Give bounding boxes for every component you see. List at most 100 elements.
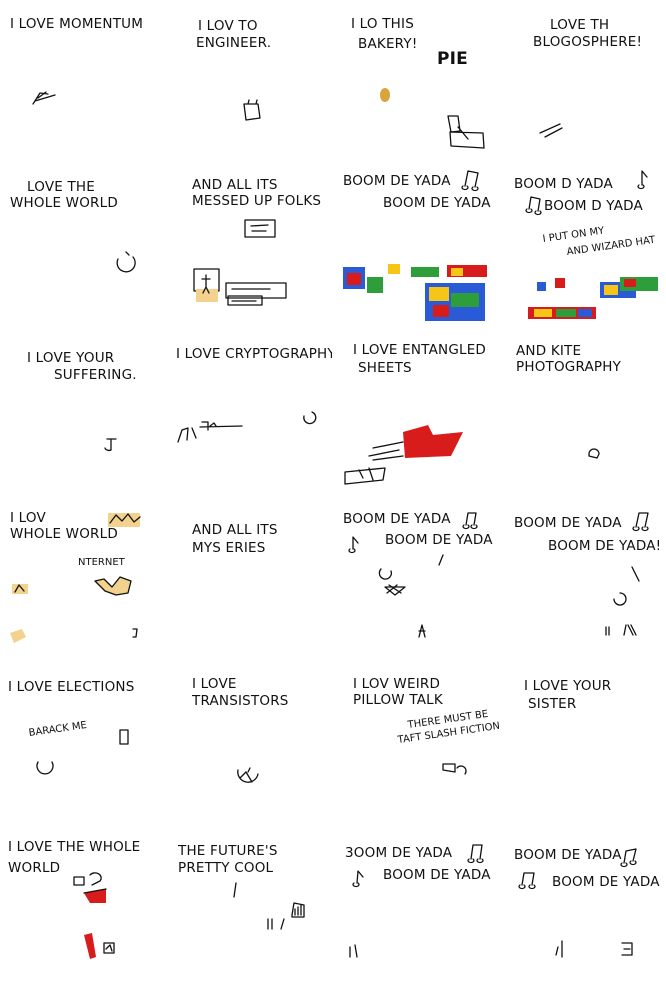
panel-text: TRANSISTORS xyxy=(192,693,289,709)
music-note-icon xyxy=(348,536,359,554)
double-music-note-icon xyxy=(525,196,542,216)
stick-figure-drawing xyxy=(104,438,117,452)
ballot-drawing xyxy=(36,729,129,775)
panel-text: MYS ERIES xyxy=(192,540,266,556)
sheets-drawing xyxy=(344,425,463,485)
stick-figure-drawing xyxy=(32,91,56,105)
panel-text: LOVE TH xyxy=(550,17,610,33)
panel-text: I LOVE xyxy=(192,676,237,692)
transistor-drawing xyxy=(237,767,259,783)
panel-text: NTERNET xyxy=(78,557,125,568)
panel-text: PRETTY COOL xyxy=(178,860,274,876)
panel-text: BOOM DE YADA xyxy=(514,515,622,531)
globe-drawing xyxy=(73,872,115,959)
panel-text: ENGINEER. xyxy=(196,35,272,51)
panel-text: I LOVE YOUR xyxy=(524,678,612,694)
panel-text: WHOLE WORLD xyxy=(10,195,118,211)
panel-sister: I LOVE YOUR SISTER xyxy=(500,660,666,824)
gear-drawing xyxy=(243,99,261,121)
panel-pillow-talk: I LOV WEIRD PILLOW TALK THERE MUST BE TA… xyxy=(333,660,499,824)
panel-text: BAKERY! xyxy=(358,36,418,52)
panel-text: I LOVE THE WHOLE xyxy=(8,839,141,855)
pillow-drawing xyxy=(442,763,467,775)
panel-mysteries: AND ALL ITS MYS ERIES xyxy=(166,495,332,659)
double-music-note-icon xyxy=(461,170,479,192)
panel-elections: I LOVE ELECTIONS BARACK ME xyxy=(0,660,166,824)
panel-text: BOOM DE YADA xyxy=(514,847,622,863)
double-music-note-icon xyxy=(518,872,536,890)
panel-future: THE FUTURE'S PRETTY COOL xyxy=(166,823,332,987)
panel-text: BOOM D YADA xyxy=(544,198,643,214)
panel-text: SUFFERING. xyxy=(54,367,137,383)
panel-text: I LO THIS xyxy=(351,16,414,32)
panel-wizard-hat: BOOM D YADA BOOM D YADA I PUT ON MY AND … xyxy=(500,165,666,329)
panel-text: I LOV WEIRD xyxy=(353,676,441,692)
panel-whole-world: LOVE THE WHOLE WORLD xyxy=(0,165,166,329)
panel-text: BLOGOSPHERE! xyxy=(533,34,643,50)
panel-blogosphere: LOVE TH BLOGOSPHERE! xyxy=(500,0,666,164)
panel-text: BOOM DE YADA xyxy=(385,532,493,548)
scribble-drawing xyxy=(539,123,563,138)
panel-text: BOOM DE YADA xyxy=(552,874,660,890)
panel-text: PILLOW TALK xyxy=(353,692,443,708)
panel-suffering: I LOVE YOUR SUFFERING. xyxy=(0,330,166,494)
panel-engineer: I LOV TO ENGINEER. xyxy=(166,0,332,164)
panel-text: I LOVE MOMENTUM xyxy=(10,16,144,32)
panel-messed-up-folks: AND ALL ITS MESSED UP FOLKS xyxy=(166,165,332,329)
panel-transistors: I LOVE TRANSISTORS xyxy=(166,660,332,824)
panel-text: AND ALL ITS xyxy=(192,177,278,193)
panel-text: I LOV TO xyxy=(198,18,258,34)
music-note-icon xyxy=(637,170,648,190)
double-music-note-icon xyxy=(467,844,484,864)
key-drawing xyxy=(177,411,317,443)
panel-boom-3: BOOM DE YADA BOOM DE YADA! xyxy=(500,495,666,659)
computer-screen-drawing xyxy=(193,219,287,306)
panel-text: BOOM DE YADA! xyxy=(548,538,662,554)
chart-drawing xyxy=(233,882,305,930)
panel-text: WHOLE WORLD xyxy=(10,526,118,542)
panel-text: I LOVE YOUR xyxy=(27,350,115,366)
ball-pit-drawing xyxy=(343,264,487,321)
ball-pit-drawing xyxy=(528,277,658,319)
panel-text: BOOM DE YADA xyxy=(343,511,451,527)
double-music-note-icon xyxy=(620,848,637,868)
dancer-drawing xyxy=(378,554,444,638)
figure-legs-drawing xyxy=(349,944,358,958)
panel-text: AND ALL ITS xyxy=(192,522,278,538)
music-note-icon xyxy=(352,870,364,888)
panel-text: I LOVE CRYPTOGRAPHY. xyxy=(176,346,332,362)
bakery-drawing xyxy=(380,88,485,149)
panel-text: SISTER xyxy=(528,696,577,712)
panel-text: I LOV xyxy=(10,510,46,526)
panel-text: THE FUTURE'S xyxy=(178,843,278,859)
pie-label: PIE xyxy=(437,49,468,69)
panel-text: AND KITE xyxy=(516,343,582,359)
panel-kite-photography: AND KITE PHOTOGRAPHY xyxy=(500,330,666,494)
panel-text: LOVE THE xyxy=(27,179,96,195)
panel-boom-1: BOOM DE YADA BOOM DE YADA xyxy=(333,165,499,329)
panel-whole-world-2: I LOVE THE WHOLE WORLD xyxy=(0,823,166,987)
panel-text: BOOM D YADA xyxy=(514,176,613,192)
panel-boom-5: BOOM DE YADA BOOM DE YADA xyxy=(500,823,666,987)
panel-internet: I LOV WHOLE WORLD NTERNET xyxy=(0,495,166,659)
panel-text: I LOVE ENTANGLED xyxy=(353,342,487,358)
panel-entangled-sheets: I LOVE ENTANGLED SHEETS xyxy=(333,330,499,494)
panel-text: BOOM DE YADA xyxy=(383,867,491,883)
panel-boom-4: 3OOM DE YADA BOOM DE YADA xyxy=(333,823,499,987)
panel-cryptography: I LOVE CRYPTOGRAPHY. xyxy=(166,330,332,494)
panel-text: BOOM DE YADA xyxy=(383,195,491,211)
panel-text: BOOM DE YADA xyxy=(343,173,451,189)
panel-text: PHOTOGRAPHY xyxy=(516,359,622,375)
panel-text: I LOVE ELECTIONS xyxy=(8,679,135,695)
panel-momentum: I LOVE MOMENTUM xyxy=(0,0,166,164)
circle-drawing xyxy=(116,251,136,273)
panel-text: SHEETS xyxy=(358,360,412,376)
panel-bakery: I LO THIS BAKERY! PIE xyxy=(333,0,499,164)
double-music-note-icon xyxy=(632,512,649,532)
panel-boom-2: BOOM DE YADA BOOM DE YADA xyxy=(333,495,499,659)
stick-figure-drawing xyxy=(605,566,640,636)
figure-legs-drawing xyxy=(555,940,633,958)
panel-text: WORLD xyxy=(8,860,61,876)
panel-text: 3OOM DE YADA xyxy=(345,845,453,861)
